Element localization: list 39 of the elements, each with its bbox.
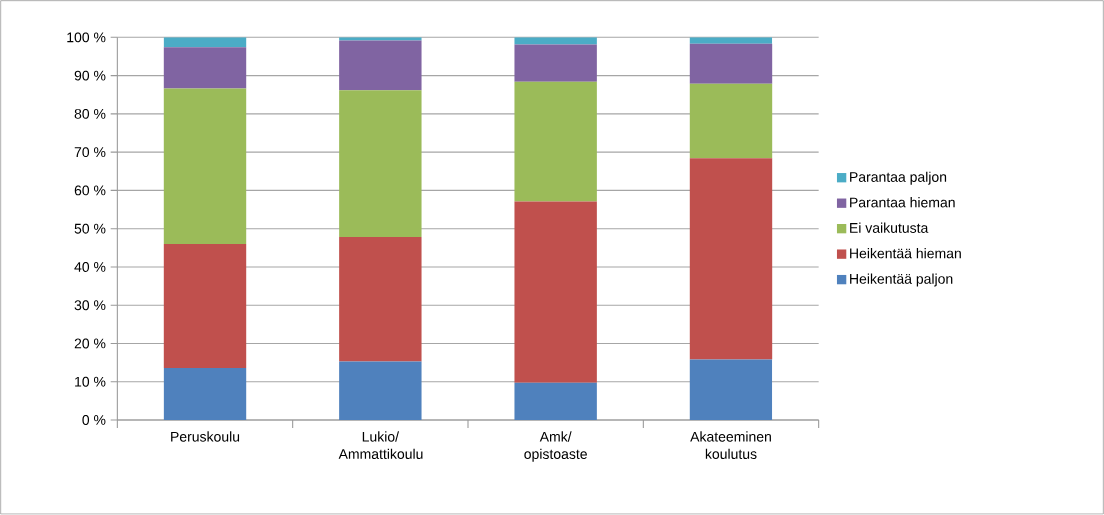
x-tick-label: Amk/ opistoaste <box>524 431 587 462</box>
x-tick-label: Lukio/ Ammattikoulu <box>338 431 423 460</box>
y-tick-label: 90 % <box>74 70 106 81</box>
bar <box>163 368 247 421</box>
bar <box>689 44 773 84</box>
bar <box>163 88 247 245</box>
y-tick-label: 10 % <box>75 376 106 387</box>
bar <box>339 361 422 421</box>
y-tick-label: 30 % <box>74 300 106 311</box>
bar <box>514 81 597 202</box>
y-tick-label: 0 % <box>82 415 106 426</box>
bar <box>339 237 422 362</box>
legend-label: Heikentää hieman <box>850 248 961 259</box>
bar <box>514 201 597 384</box>
legend-label: Parantaa hieman <box>850 197 955 208</box>
bar <box>689 359 773 421</box>
bar <box>514 383 597 421</box>
legend-label: Ei vaikutusta <box>850 222 929 234</box>
bar <box>689 37 773 45</box>
y-tick-label: 60 % <box>74 185 106 196</box>
x-tick-label: Akateeminen koulutus <box>690 431 771 460</box>
bar <box>689 158 773 360</box>
y-tick-label: 70 % <box>74 147 106 158</box>
bar <box>689 83 773 159</box>
legend-label: Parantaa paljon <box>850 171 947 185</box>
y-tick-label: 80 % <box>74 109 106 119</box>
bar <box>339 90 422 238</box>
legend-label: Heikentää paljon <box>850 273 953 287</box>
bar <box>514 44 597 82</box>
bar <box>514 37 597 45</box>
x-tick-label: Peruskoulu <box>171 431 240 442</box>
y-tick-label: 100 % <box>67 32 106 43</box>
bar <box>163 47 247 89</box>
bar <box>163 244 247 369</box>
bar <box>339 40 422 91</box>
y-tick-label: 20 % <box>74 338 106 349</box>
y-tick-label: 40 % <box>74 262 106 273</box>
bar <box>163 37 247 48</box>
y-tick-label: 50 % <box>74 223 106 234</box>
